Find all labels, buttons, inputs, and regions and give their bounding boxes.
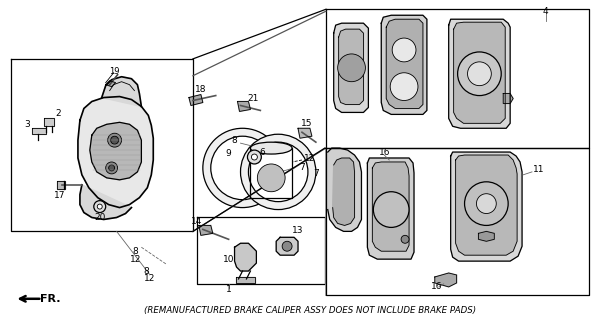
Circle shape [251,154,257,160]
Text: 18: 18 [195,85,207,94]
Polygon shape [102,77,141,107]
Polygon shape [197,218,325,284]
Circle shape [465,182,508,225]
Polygon shape [189,95,203,106]
Text: 15: 15 [301,119,313,128]
Text: 1: 1 [225,285,231,294]
Text: 14: 14 [191,217,203,226]
Polygon shape [298,128,312,138]
Circle shape [282,241,292,251]
Circle shape [457,52,501,96]
Circle shape [240,134,316,210]
Polygon shape [237,101,251,111]
Text: 11: 11 [533,165,545,174]
Circle shape [203,128,282,208]
Polygon shape [334,23,368,112]
Text: 8: 8 [133,247,138,256]
Text: 3: 3 [25,120,30,129]
Polygon shape [456,155,517,255]
Polygon shape [251,148,292,198]
Polygon shape [90,122,141,180]
Polygon shape [435,273,457,287]
Text: 21: 21 [248,94,259,103]
Polygon shape [367,158,414,259]
Circle shape [94,201,106,212]
Polygon shape [503,93,513,103]
Circle shape [401,235,409,243]
Circle shape [248,150,261,164]
Polygon shape [236,277,255,283]
Polygon shape [382,15,427,114]
Ellipse shape [251,142,292,154]
Circle shape [248,142,308,202]
Polygon shape [11,59,193,231]
Circle shape [338,54,365,82]
Text: FR.: FR. [40,294,60,304]
Polygon shape [338,29,364,105]
Polygon shape [448,19,510,128]
Text: 12: 12 [144,275,155,284]
Polygon shape [276,237,298,255]
Polygon shape [451,152,522,261]
Text: 20: 20 [94,213,105,222]
Circle shape [97,204,102,209]
Polygon shape [32,128,46,134]
Circle shape [477,194,496,213]
Text: 17: 17 [54,191,66,200]
Polygon shape [78,97,153,208]
Polygon shape [234,243,257,271]
Circle shape [108,133,121,147]
Circle shape [390,73,418,100]
Text: 12: 12 [130,255,141,264]
Polygon shape [332,158,355,225]
Polygon shape [80,185,132,220]
Text: 8: 8 [231,136,237,145]
Text: 9: 9 [225,148,231,157]
Circle shape [257,164,285,192]
Polygon shape [478,231,495,241]
Circle shape [468,62,492,86]
Text: 7: 7 [299,164,305,172]
Circle shape [109,165,115,171]
Polygon shape [326,148,590,295]
Polygon shape [326,9,590,148]
Polygon shape [44,118,54,126]
Text: 2: 2 [55,109,61,118]
Circle shape [392,38,416,62]
Polygon shape [106,81,115,87]
Text: 16: 16 [431,282,443,292]
Polygon shape [199,225,213,235]
Circle shape [373,192,409,228]
Circle shape [106,162,118,174]
Text: (REMANUFACTURED BRAKE CALIPER ASSY DOES NOT INCLUDE BRAKE PADS): (REMANUFACTURED BRAKE CALIPER ASSY DOES … [144,306,476,315]
Text: 7: 7 [313,169,319,178]
Circle shape [210,136,274,200]
Text: 10: 10 [223,255,234,264]
Polygon shape [454,22,505,123]
Text: 8: 8 [144,267,150,276]
Text: 6: 6 [260,148,265,156]
Text: 12: 12 [304,154,316,163]
Polygon shape [373,162,409,251]
Text: 16: 16 [379,148,390,156]
Circle shape [111,136,118,144]
Text: 13: 13 [292,226,304,235]
Text: 4: 4 [543,7,548,16]
Polygon shape [386,19,423,108]
Polygon shape [328,148,361,231]
Text: 19: 19 [109,67,120,76]
Polygon shape [57,181,65,189]
